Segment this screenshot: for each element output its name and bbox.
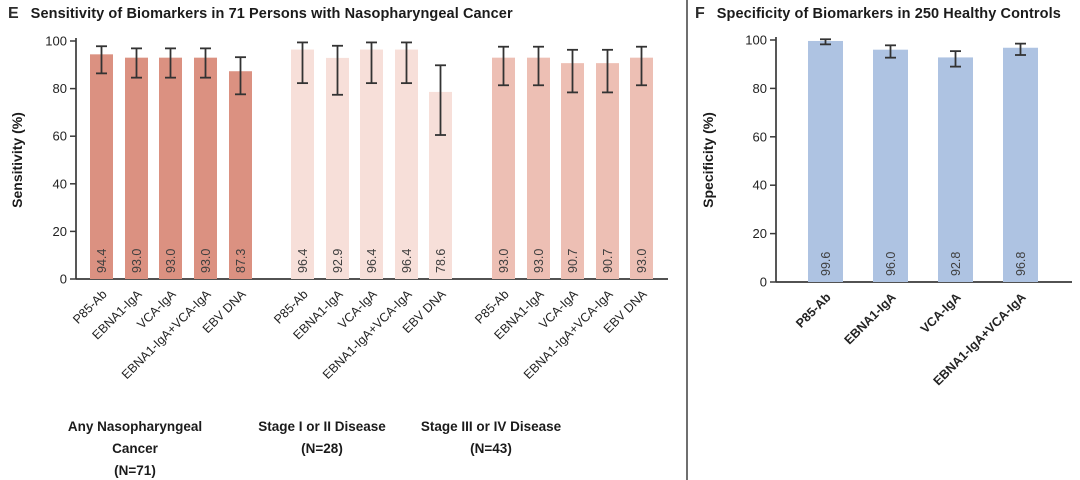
bar-EBV DNA bbox=[630, 57, 653, 279]
bar-VCA-IgA bbox=[561, 63, 584, 279]
bar-value-label: 93.0 bbox=[532, 249, 546, 273]
panel-divider bbox=[686, 0, 688, 480]
bar-value-label: 93.0 bbox=[199, 249, 213, 273]
panel-e-header: E Sensitivity of Biomarkers in 71 Person… bbox=[8, 5, 513, 23]
y-tick-label: 0 bbox=[60, 272, 67, 287]
bar-EBNA1-IgA+VCA-IgA bbox=[395, 49, 418, 280]
bar-value-label: 94.4 bbox=[95, 249, 109, 273]
bar-value-label: 93.0 bbox=[635, 249, 649, 273]
bar-EBV DNA bbox=[229, 71, 252, 279]
bar-EBNA1-IgA bbox=[873, 49, 908, 283]
x-tick-label: P85-Ab bbox=[793, 290, 834, 331]
y-tick-label: 80 bbox=[753, 81, 767, 96]
bar-value-label: 92.8 bbox=[949, 252, 963, 276]
bar-value-label: 96.0 bbox=[884, 252, 898, 276]
bar-value-label: 93.0 bbox=[497, 249, 511, 273]
bar-VCA-IgA bbox=[938, 57, 973, 283]
bar-value-label: 96.8 bbox=[1014, 252, 1028, 276]
y-axis-label: Sensitivity (%) bbox=[9, 112, 25, 208]
y-tick-label: 0 bbox=[760, 275, 767, 290]
y-tick-label: 20 bbox=[53, 224, 67, 239]
y-tick-label: 100 bbox=[45, 34, 67, 49]
y-tick-label: 60 bbox=[753, 129, 767, 144]
group-caption-line: (N=71) bbox=[114, 463, 156, 478]
bar-value-label: 99.6 bbox=[819, 252, 833, 276]
group-caption-line: (N=43) bbox=[470, 441, 512, 456]
panel-e-letter: E bbox=[8, 5, 19, 22]
x-tick-label: VCA-IgA bbox=[918, 290, 964, 336]
bar-value-label: 90.7 bbox=[566, 249, 580, 273]
specificity-bar-chart: 0 20 40 60 80 100 Specificity (%) 99.6 P85-Ab 96.… bbox=[700, 33, 1072, 388]
group-caption-line: Any Nasopharyngeal bbox=[68, 419, 202, 434]
bar-P85-Ab bbox=[808, 40, 843, 282]
x-tick-label: EBNA1-IgA bbox=[842, 290, 899, 347]
bar-EBNA1-IgA bbox=[326, 57, 349, 280]
bar-EBV DNA bbox=[429, 91, 452, 279]
y-tick-label: 40 bbox=[753, 178, 767, 193]
y-tick-label: 60 bbox=[53, 129, 67, 144]
bar-VCA-IgA bbox=[360, 49, 383, 280]
group-caption-line: Stage I or II Disease bbox=[258, 419, 386, 434]
y-tick-label: 20 bbox=[753, 226, 767, 241]
y-tick-label: 80 bbox=[53, 81, 67, 96]
bar-EBNA1-IgA bbox=[527, 57, 550, 279]
panel-specificity: F Specificity of Biomarkers in 250 Healt… bbox=[687, 0, 1080, 480]
bar-value-label: 87.3 bbox=[234, 249, 248, 273]
bar-value-label: 96.4 bbox=[296, 249, 310, 273]
group-caption-line: (N=28) bbox=[301, 441, 343, 456]
bar-value-label: 93.0 bbox=[130, 249, 144, 273]
group-caption-line: Cancer bbox=[112, 441, 159, 456]
bar-value-label: 96.4 bbox=[400, 249, 414, 273]
bar-value-label: 93.0 bbox=[164, 249, 178, 273]
y-axis-label: Specificity (%) bbox=[700, 112, 716, 208]
panel-f-title: Specificity of Biomarkers in 250 Healthy… bbox=[716, 6, 1061, 22]
y-tick-label: 100 bbox=[745, 33, 767, 48]
bar-EBNA1-IgA+VCA-IgA bbox=[194, 57, 217, 279]
bar-value-label: 78.6 bbox=[434, 249, 448, 273]
bar-VCA-IgA bbox=[159, 57, 182, 279]
panel-f-letter: F bbox=[695, 5, 705, 22]
bar-P85-Ab bbox=[291, 49, 314, 280]
bar-value-label: 92.9 bbox=[331, 249, 345, 273]
bar-EBNA1-IgA bbox=[125, 57, 148, 279]
bar-EBNA1-IgA+VCA-IgA bbox=[1003, 47, 1038, 282]
y-tick-label: 40 bbox=[53, 176, 67, 191]
panel-e-title: Sensitivity of Biomarkers in 71 Persons … bbox=[30, 6, 513, 22]
bar-EBNA1-IgA+VCA-IgA bbox=[596, 63, 619, 279]
bar-P85-Ab bbox=[492, 57, 515, 279]
group-caption-line: Stage III or IV Disease bbox=[421, 419, 562, 434]
bar-value-label: 96.4 bbox=[365, 249, 379, 273]
bar-P85-Ab bbox=[90, 54, 113, 279]
bar-value-label: 90.7 bbox=[601, 249, 615, 273]
panel-f-header: F Specificity of Biomarkers in 250 Healt… bbox=[695, 5, 1061, 23]
panel-sensitivity: E Sensitivity of Biomarkers in 71 Person… bbox=[8, 5, 668, 478]
